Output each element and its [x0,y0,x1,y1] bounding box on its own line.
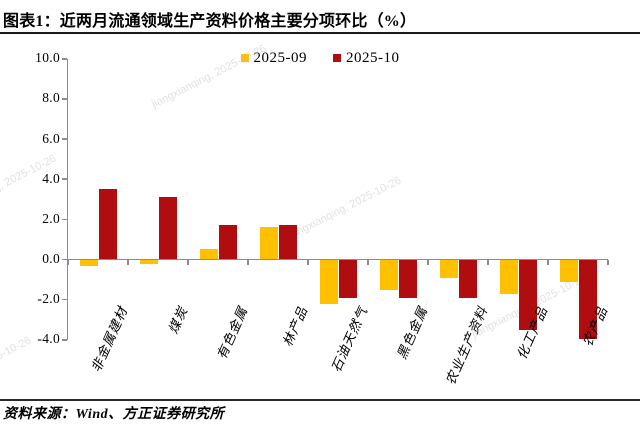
title-divider [0,32,640,34]
y-axis-label: 4.0 [42,170,60,186]
y-axis-label: 6.0 [42,130,60,146]
y-axis-tick [61,178,67,180]
bar-2025-10-石油天然气 [339,260,357,299]
y-axis-tick [61,258,67,261]
legend-swatch-2025-10 [333,54,341,62]
x-axis-tick [607,259,609,265]
category-label: 石油天然气 [328,304,371,375]
x-axis-tick [247,259,249,265]
bar-2025-09-煤炭 [140,260,158,265]
footer-divider [0,399,640,401]
bar-2025-09-农产品 [560,260,578,283]
bar-2025-10-有色金属 [219,225,237,260]
bar-2025-09-非金属建材 [80,260,98,267]
x-axis-tick [547,259,549,265]
bar-2025-10-农业生产资料 [459,260,477,299]
x-axis-tick [367,259,369,265]
bar-2025-10-农产品 [579,260,597,339]
x-axis-tick [127,259,129,265]
category-label: 林产品 [279,304,311,349]
y-axis-tick [61,98,67,100]
bar-2025-09-林产品 [260,227,278,260]
source-note: 资料来源：Wind、方正证券研究所 [3,407,225,422]
y-axis-label: 0.0 [42,251,60,266]
watermark-text: jiangxianqing, 2025-10-26 [285,174,404,243]
y-axis-line [66,58,68,340]
bar-2025-10-黑色金属 [399,260,417,299]
bar-2025-10-煤炭 [159,197,177,260]
y-axis-label: 8.0 [42,90,60,106]
bar-2025-10-林产品 [279,225,297,260]
category-label: 农业生产资料 [442,304,491,388]
bar-2025-09-有色金属 [200,249,218,260]
x-axis-tick [67,259,69,265]
bar-2025-09-黑色金属 [380,260,398,291]
y-axis-tick [61,218,67,221]
y-axis-label: -4.0 [37,331,60,347]
watermark-text: jiangxianqing, 2025-10-26 [150,42,269,111]
y-axis-tick [61,58,67,60]
y-axis-label: 10.0 [35,50,60,66]
bar-2025-09-石油天然气 [320,260,338,305]
bar-2025-10-非金属建材 [99,189,117,260]
y-axis-tick [61,298,67,301]
y-axis-label: -2.0 [37,291,60,307]
y-axis-label: 2.0 [42,210,60,226]
y-axis-tick [61,339,67,341]
category-label: 化工产品 [513,304,551,362]
x-axis-tick [487,259,489,265]
legend-item-2025-10: 2025-10 [333,50,400,67]
x-axis-tick [427,259,429,265]
bar-2025-09-化工产品 [500,260,518,295]
legend-label-2025-09: 2025-09 [253,49,307,66]
category-label: 有色金属 [213,304,251,362]
legend-item-2025-09: 2025-09 [240,49,308,67]
category-label: 黑色金属 [393,304,431,362]
legend-label-2025-10: 2025-10 [346,49,400,66]
bar-2025-09-农业生产资料 [440,260,458,279]
chart-legend: 2025-09 2025-10 [0,50,640,66]
y-axis-tick [61,138,67,140]
x-axis-line [68,258,608,261]
category-label: 非金属建材 [88,304,131,375]
category-label: 煤炭 [165,304,191,336]
legend-swatch-2025-09 [240,54,249,62]
x-axis-tick [187,259,189,265]
figure-title: 图表1：近两月流通领域生产资料价格主要分项环比（%） [3,13,417,30]
x-axis-tick [307,259,309,265]
bar-2025-10-化工产品 [519,260,537,331]
